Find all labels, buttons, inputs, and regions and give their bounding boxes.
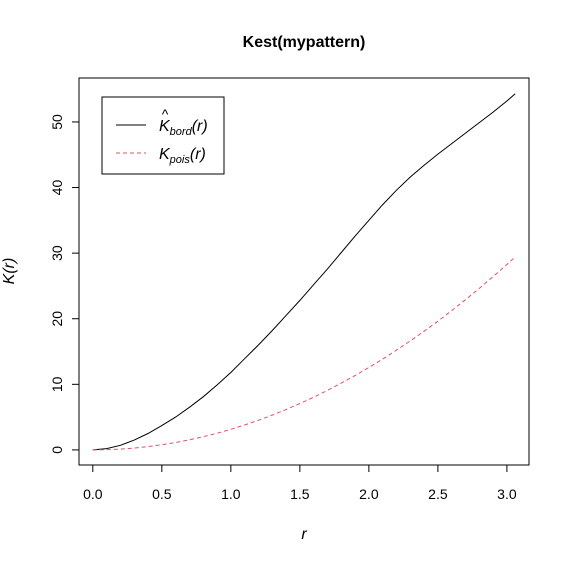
- y-axis-label: K(r): [1, 258, 18, 285]
- series-line-pois: [92, 256, 516, 451]
- chart-title: Kest(mypattern): [243, 34, 366, 51]
- y-tick-label: 0: [49, 446, 65, 454]
- x-tick-label: 2.5: [428, 486, 448, 502]
- series-group: [92, 93, 516, 451]
- x-tick-label: 1.5: [290, 486, 310, 502]
- x-axis: 0.0 0.5 1.0 1.5 2.0 2.5 3.0: [83, 464, 517, 502]
- legend-hat-mark: ^: [162, 106, 169, 122]
- legend-label-pois: Kpois(r): [159, 146, 206, 166]
- legend-box: [101, 96, 225, 175]
- legend: Kbord(r)^ Kpois(r): [101, 96, 225, 175]
- y-axis: 0 10 20 30 40 50: [49, 114, 80, 454]
- y-tick-label: 40: [49, 180, 65, 196]
- y-tick-label: 50: [49, 114, 65, 130]
- x-tick-label: 1.0: [221, 486, 241, 502]
- legend-label-bord: Kbord(r): [159, 118, 208, 138]
- x-tick-label: 2.0: [359, 486, 379, 502]
- x-tick-label: 0.5: [152, 486, 172, 502]
- y-tick-label: 30: [49, 245, 65, 261]
- y-tick-label: 10: [49, 376, 65, 392]
- x-tick-label: 0.0: [83, 486, 103, 502]
- y-tick-label: 20: [49, 311, 65, 327]
- x-tick-label: 3.0: [497, 486, 517, 502]
- x-axis-label: r: [301, 526, 307, 543]
- series-line-bord: [92, 93, 516, 451]
